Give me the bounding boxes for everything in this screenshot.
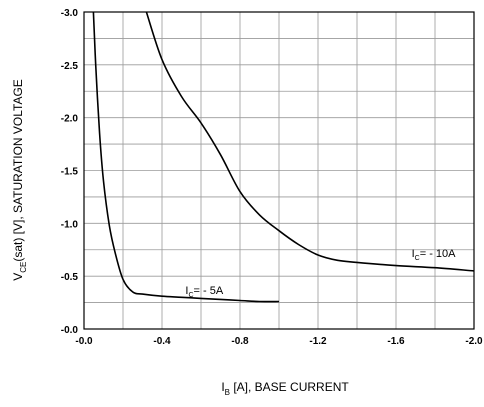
series-annotation-2: IC= - 10A — [412, 248, 457, 262]
annotations: IC= - 5A IC= - 10A — [185, 248, 456, 299]
y-tick-label: -0.5 — [61, 272, 79, 283]
x-tick-label: -1.2 — [309, 336, 327, 347]
x-axis-label-subscript: B — [225, 388, 230, 397]
y-axis-label-subscript: CE — [19, 262, 28, 273]
y-tick-label: -3.0 — [61, 8, 79, 19]
y-tick-label: -0.0 — [61, 325, 79, 336]
y-tick-label: -2.5 — [61, 61, 79, 72]
x-tick-label: -0.0 — [75, 336, 93, 347]
y-tick-label: -1.5 — [61, 167, 79, 178]
curves — [92, 11, 475, 303]
x-tick-label: -2.0 — [465, 336, 483, 347]
x-axis-label-text: [A], BASE CURRENT — [230, 380, 349, 394]
x-axis-label-symbol: I — [221, 380, 224, 394]
series-annotation-1: IC= - 5A — [185, 285, 223, 299]
y-axis-label-symbol: V — [11, 273, 25, 281]
x-axis-label: IB [A], BASE CURRENT — [221, 380, 349, 397]
y-tick-label: -1.0 — [61, 219, 79, 230]
tick-labels: -0.0 -0.4 -0.8 -1.2 -1.6 -2.0 -0.0 -0.5 -1.0 -1.5… — [61, 8, 483, 347]
grid — [84, 12, 474, 329]
series-line-2 — [145, 11, 475, 272]
series-line-1 — [92, 11, 280, 303]
y-axis-label: VCE(sat) [V], SATURATION VOLTAGE — [11, 79, 28, 281]
y-tick-label: -2.0 — [61, 114, 79, 125]
x-tick-label: -1.6 — [387, 336, 405, 347]
x-tick-label: -0.4 — [153, 336, 171, 347]
x-tick-label: -0.8 — [231, 336, 249, 347]
y-axis-label-text: (sat) [V], SATURATION VOLTAGE — [11, 79, 25, 261]
plot-frame — [83, 11, 475, 330]
